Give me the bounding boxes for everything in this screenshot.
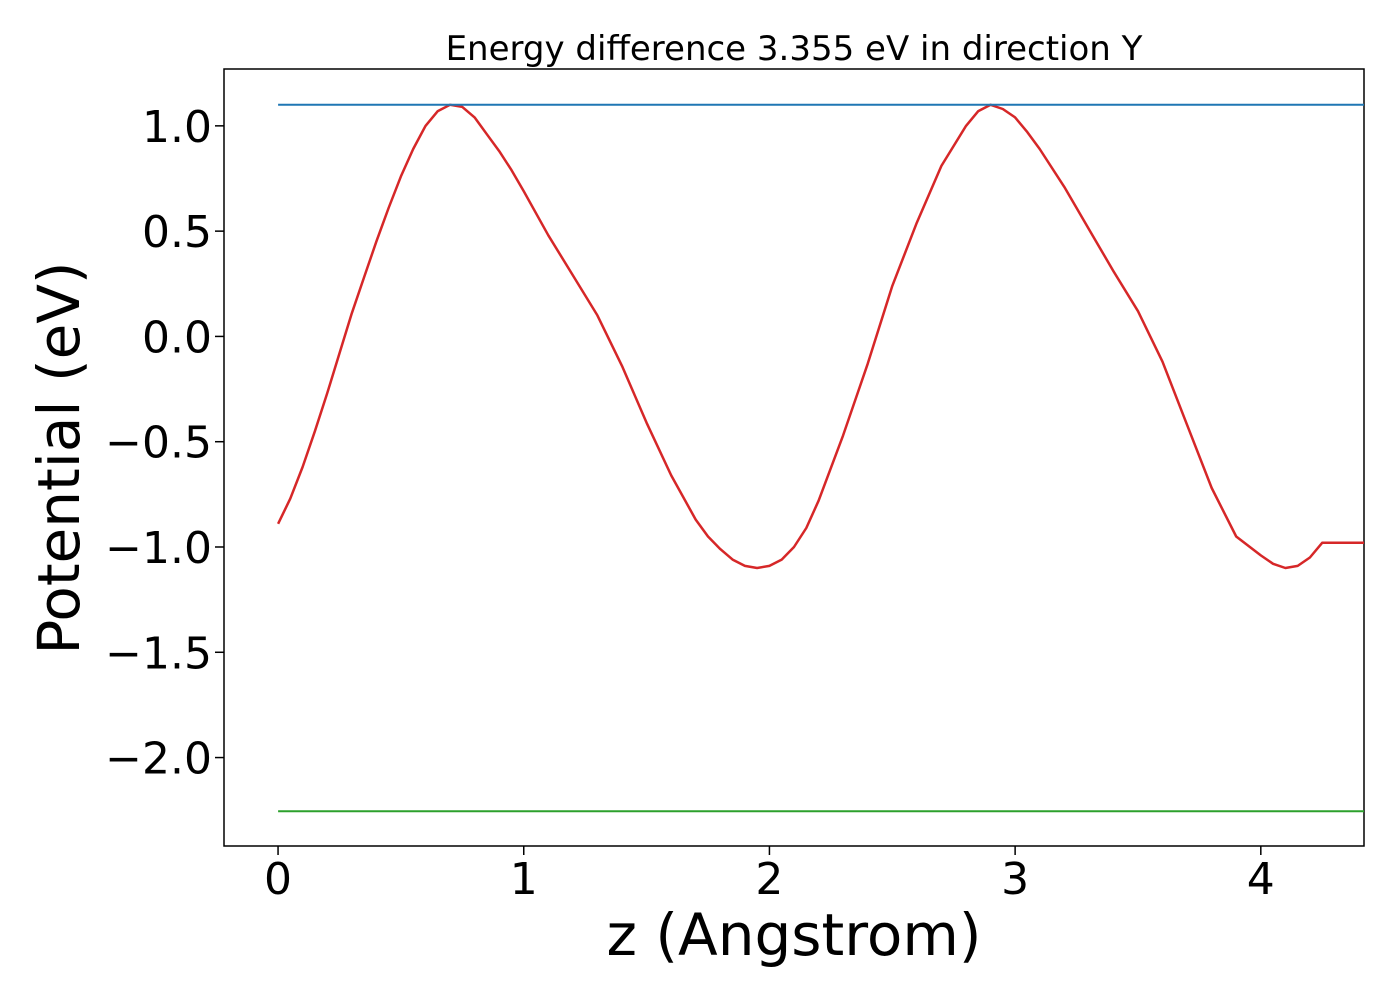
series-layer <box>276 103 1364 813</box>
x-tick-label: 4 <box>1247 854 1275 905</box>
y-tick-label: 0.5 <box>142 207 212 258</box>
y-tick-label: −0.5 <box>105 418 212 469</box>
series-line-1 <box>276 103 1364 570</box>
y-tick-label: −1.0 <box>105 523 212 574</box>
plot-frame <box>223 68 1365 847</box>
y-tick-label: 0.0 <box>142 312 212 363</box>
y-axis-label: Potential (eV) <box>25 261 93 654</box>
chart-title: Energy difference 3.355 eV in direction … <box>446 29 1143 69</box>
y-tick-label: 1.0 <box>142 102 212 153</box>
x-tick-label: 0 <box>264 854 292 905</box>
x-tick-label: 2 <box>755 854 783 905</box>
y-axis-ticks: 1.0 0.5 0.0 −0.5 −1.0 −1.5 −2.0 <box>105 102 224 785</box>
x-axis-label: z (Angstrom) <box>607 901 982 969</box>
y-tick-label: −2.0 <box>105 734 212 785</box>
y-tick-label: −1.5 <box>105 628 212 679</box>
x-tick-label: 3 <box>1001 854 1029 905</box>
x-axis-ticks: 0 1 2 3 4 <box>264 846 1275 905</box>
x-tick-label: 1 <box>510 854 538 905</box>
